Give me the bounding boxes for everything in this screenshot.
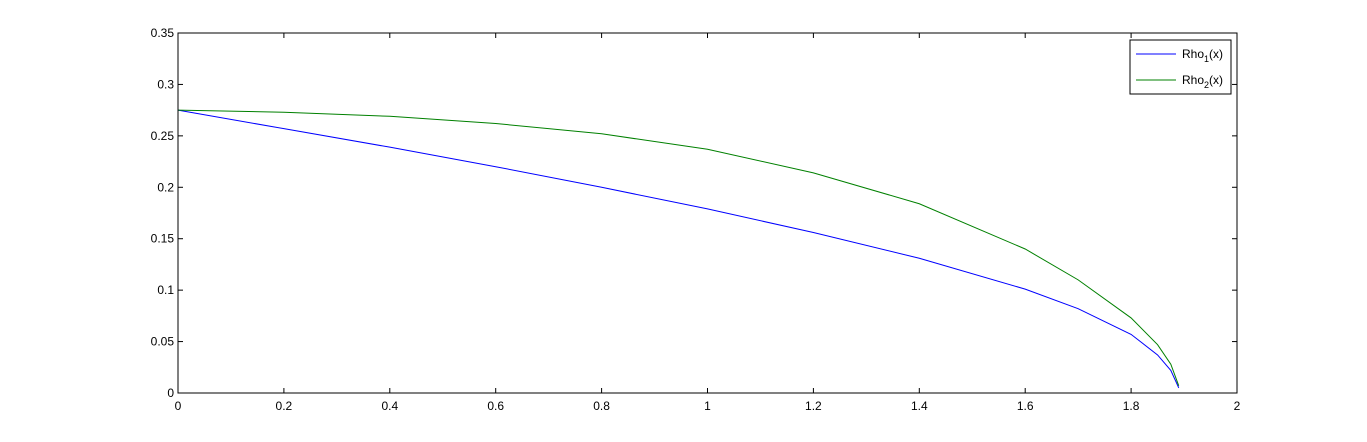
x-tick-label: 1.4 (911, 399, 928, 413)
series-layer (177, 109, 1180, 389)
legend-label-rho2: Rho2(x) (1182, 73, 1223, 90)
y-tick-label: 0.2 (157, 180, 174, 194)
series-line-rho1 (177, 109, 1180, 389)
x-tick-label: 0.6 (487, 399, 504, 413)
y-tick-label: 0.1 (157, 283, 174, 297)
x-tick-label: 1.6 (1017, 399, 1034, 413)
legend-box (1129, 39, 1232, 95)
y-axis: 0 0.05 0.1 0.15 0.2 0.25 0.3 0.35 (151, 26, 1237, 400)
x-tick-label: 0.2 (276, 399, 293, 413)
y-tick-label: 0 (167, 386, 174, 400)
y-tick-label: 0.05 (151, 335, 175, 349)
x-tick-label: 0.8 (593, 399, 610, 413)
x-tick-label: 1.8 (1123, 399, 1140, 413)
y-tick-label: 0.35 (151, 26, 175, 40)
x-tick-label: 2 (1234, 399, 1241, 413)
x-tick-label: 0.4 (381, 399, 398, 413)
x-tick-label: 1.2 (805, 399, 822, 413)
x-tick-label: 0 (175, 399, 182, 413)
series-line-rho2 (177, 109, 1180, 386)
y-tick-label: 0.15 (151, 232, 175, 246)
plot-area (178, 33, 1237, 393)
x-axis: 0 0.2 0.4 0.6 0.8 1 1.2 1.4 1.6 1.8 2 (175, 33, 1241, 413)
y-tick-label: 0.25 (151, 129, 175, 143)
legend-label-rho1: Rho1(x) (1182, 47, 1223, 64)
legend: Rho1(x) Rho2(x) (1129, 39, 1232, 95)
y-tick-label: 0.3 (157, 77, 174, 91)
x-tick-label: 1 (704, 399, 711, 413)
